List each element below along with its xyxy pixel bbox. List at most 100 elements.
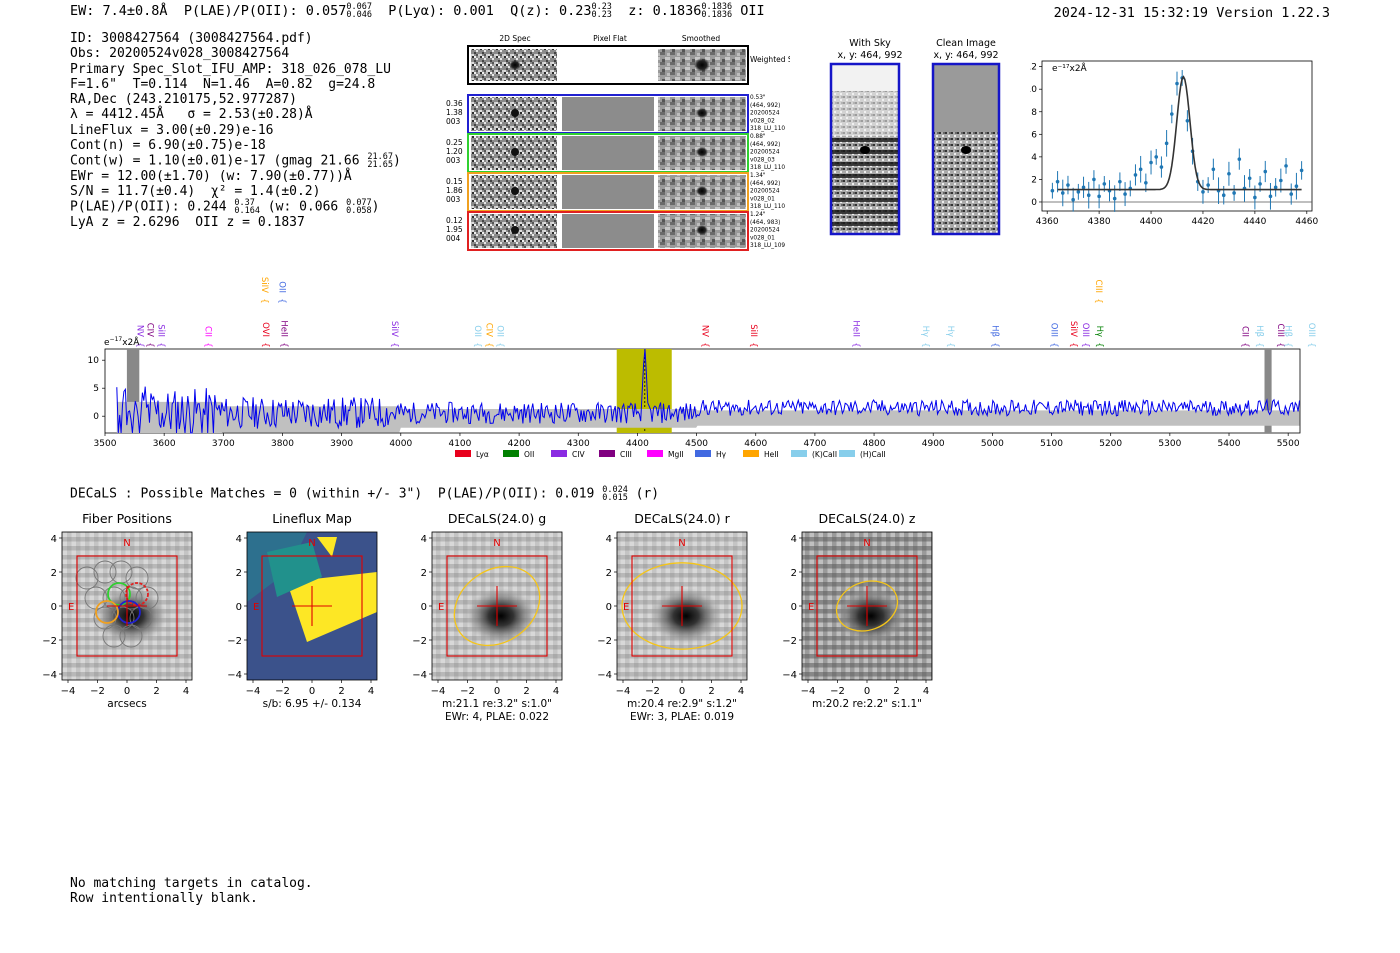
cutout-left-label: 1.86 — [446, 186, 463, 195]
spectrum-xtick-label: 4700 — [803, 439, 826, 449]
line-marker-brace: { — [1306, 342, 1316, 347]
zoom-point — [1149, 160, 1153, 165]
info-lambda: λ = 4412.45Å σ = 2.53(±0.28)Å — [70, 107, 313, 123]
footer-line2: Row intentionally blank. — [70, 891, 258, 906]
compass-north: N — [678, 538, 685, 549]
spectrum-xtick-label: 4000 — [389, 439, 412, 449]
info-plae: P(LAE)/P(OII): 0.244 0.37 0.164 (w: 0.066… — [70, 198, 380, 217]
col-2d-spec: 2D Spec — [499, 34, 530, 43]
sky-band — [831, 186, 899, 190]
zoom-chart: e⁻¹⁷x2Å 4360 4380 4400 4420 4440 4460 0 2 4 6 8 10 1… — [1030, 60, 1319, 227]
line-marker-brace: { — [1080, 342, 1090, 347]
with-sky-title: With Sky — [849, 38, 891, 49]
z-value: z: 0.1836 — [628, 3, 702, 19]
col-pixel-flat: Pixel Flat — [593, 34, 627, 43]
line-marker-label: CIV — [145, 323, 155, 337]
line-marker-label: Hβ — [1282, 325, 1292, 337]
panel-caption: s/b: 6.95 +/- 0.134 — [263, 698, 362, 710]
line-marker-brace: { — [1282, 342, 1292, 347]
panel-xtick-label: 4 — [183, 686, 189, 697]
info-lyaz: LyA z = 2.6296 OII z = 0.1837 — [70, 214, 305, 230]
cutout-right-label: 1.34" — [750, 173, 766, 179]
spectrum-xtick-label: 3700 — [212, 439, 235, 449]
compass-north: N — [493, 538, 500, 549]
line-marker-brace: { — [278, 342, 288, 347]
panel-xtick-label: 4 — [553, 686, 559, 697]
zoom-point — [1289, 192, 1294, 196]
cutout-right-label: (464, 992) — [750, 181, 780, 187]
line-marker-label: OVI — [260, 322, 270, 337]
sky-band — [831, 138, 899, 142]
line-marker-label: Hβ — [1254, 325, 1264, 337]
legend-swatch — [455, 450, 471, 457]
panel-ytick-label: 4 — [236, 534, 242, 545]
zoom-ytick-label: 4 — [1031, 153, 1037, 163]
zoom-point — [1294, 184, 1299, 188]
zoom-point — [1232, 191, 1236, 195]
cutout-right-label: v028_01 — [750, 196, 775, 202]
zoom-point — [1081, 185, 1086, 190]
qz-upper: 0.23 — [591, 2, 612, 12]
spectrum-xtick-label: 4200 — [508, 439, 531, 449]
spectrum-ytick-label: 0 — [93, 412, 99, 422]
panel-title: DECaLS(24.0) g — [448, 511, 546, 526]
line-marker-brace: { — [920, 342, 930, 347]
spectrum-ylabel: e−17x2Å — [104, 336, 140, 348]
zoom-point — [1273, 185, 1278, 190]
galaxy-blob — [465, 588, 537, 644]
line-marker-label: Hγ — [1094, 326, 1104, 337]
info-ewr: EWr = 12.00(±1.70) (w: 7.90(±0.77))Å — [70, 168, 352, 184]
compass-north: N — [308, 538, 315, 549]
panel-ytick-label: 0 — [51, 602, 57, 613]
line-marker-label: OIII — [1049, 323, 1059, 337]
cutout-right-label: 318_LU_110 — [750, 204, 785, 210]
line-marker-label: HeII — [278, 320, 288, 337]
panel-xtick-label: 0 — [864, 686, 870, 697]
panel-xtick-label: −2 — [460, 686, 475, 697]
legend-label: CIII — [620, 450, 632, 459]
spectrum-xtick-label: 3600 — [153, 439, 176, 449]
spectrum-xtick-label: 4400 — [626, 439, 649, 449]
zoom-point — [1201, 190, 1205, 194]
panel-ytick-label: 2 — [236, 568, 242, 579]
cutout-left-label: 003 — [446, 195, 461, 204]
spectrum-xtick-label: 5000 — [981, 439, 1004, 449]
line-marker-brace: { — [494, 342, 504, 347]
line-marker-brace: { — [259, 298, 269, 303]
cutout-right-label: 318_LU_109 — [750, 243, 785, 249]
compass-east: E — [253, 602, 259, 613]
panel-xtick-label: 2 — [523, 686, 529, 697]
panel-ytick-label: 4 — [791, 534, 797, 545]
zoom-fit-curve — [1057, 75, 1302, 191]
panel-ytick-label: −2 — [227, 636, 242, 647]
line-marker-brace: { — [989, 342, 999, 347]
zoom-point — [1268, 194, 1273, 199]
panel-ytick-label: −4 — [412, 670, 427, 681]
plae-upper: 0.067 — [346, 2, 372, 12]
panel-ytick-label: 2 — [51, 568, 57, 579]
aperture-ellipse — [621, 562, 743, 650]
panel-ytick-label: 2 — [791, 568, 797, 579]
z-upper: 0.1836 — [701, 2, 733, 12]
zoom-point — [1299, 168, 1304, 173]
spectrum-xtick-label: 4600 — [744, 439, 767, 449]
line-marker-label: Hγ — [920, 326, 930, 337]
line-marker-brace: { — [850, 342, 860, 347]
sky-band — [831, 174, 899, 178]
sky-band — [831, 162, 899, 166]
panel-ytick-label: −2 — [412, 636, 427, 647]
zoom-point — [1211, 167, 1216, 172]
spectrum-xtick-label: 3500 — [94, 439, 117, 449]
sky-band — [831, 198, 899, 202]
legend-swatch — [791, 450, 807, 457]
info-block: ID: 3008427564 (3008427564.pdf) Obs: 202… — [70, 31, 401, 230]
panel-ytick-label: 4 — [606, 534, 612, 545]
search-box — [446, 555, 548, 657]
legend-swatch — [695, 450, 711, 457]
panel-xtick-label: 0 — [124, 686, 130, 697]
spectrum-xtick-label: 5300 — [1158, 439, 1181, 449]
header-datetime: 2024-12-31 15:32:19 Version 1.22.3 — [1054, 5, 1330, 21]
cutout-right-label: 0.88" — [750, 134, 766, 140]
